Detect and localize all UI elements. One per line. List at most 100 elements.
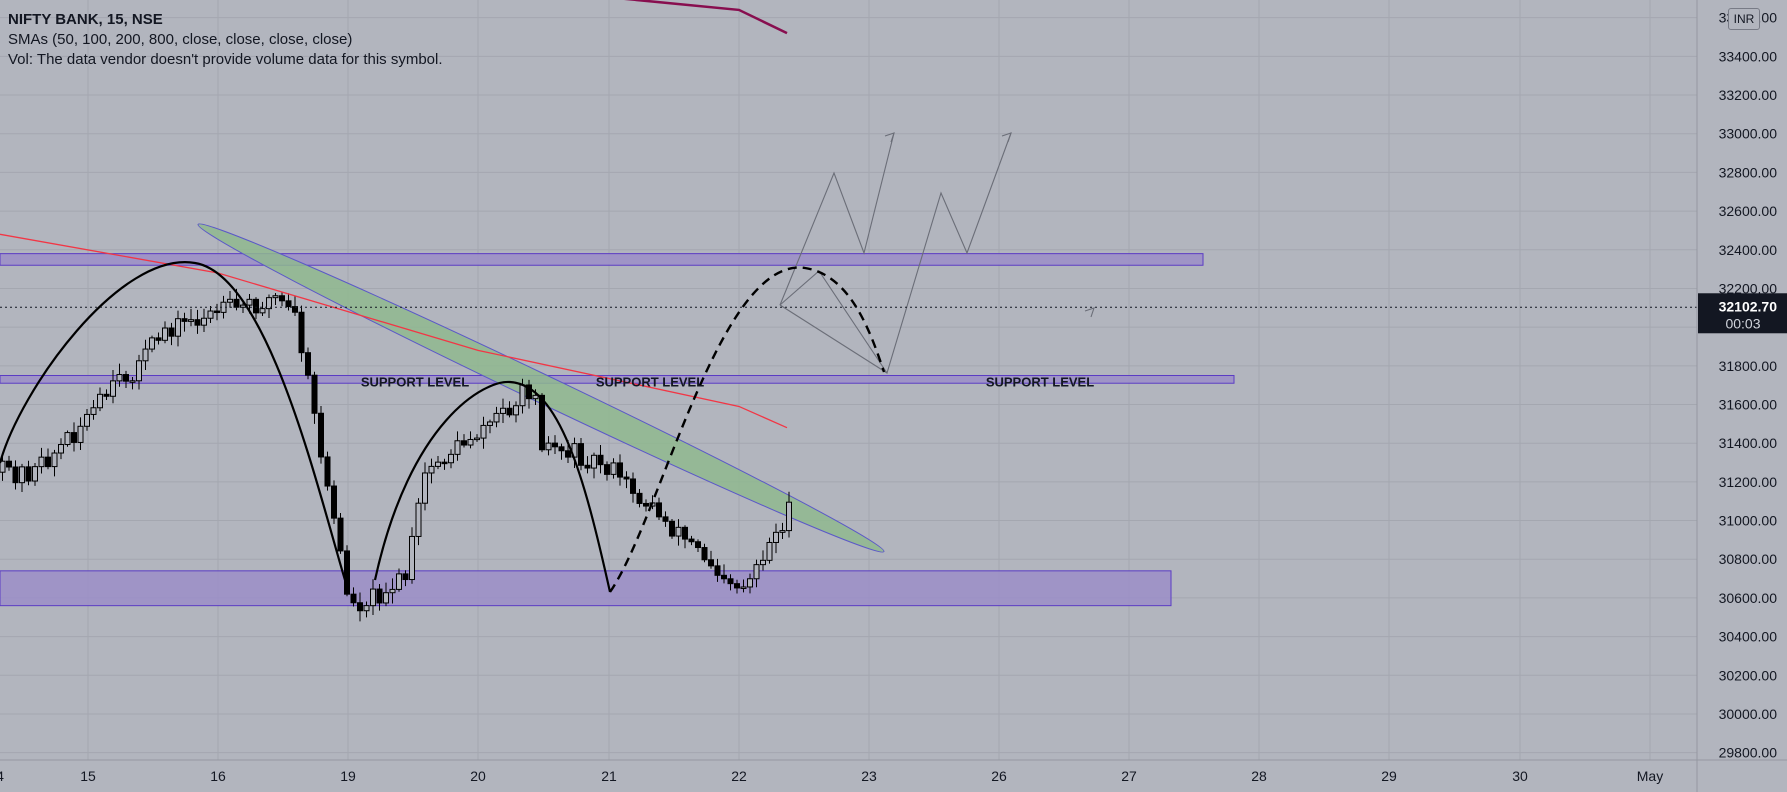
- candle-body: [77, 425, 84, 443]
- support-level-label: SUPPORT LEVEL: [596, 374, 704, 389]
- candle-body: [292, 306, 298, 313]
- candle-body: [136, 360, 142, 382]
- candle-body: [766, 541, 773, 561]
- candle: [500, 398, 506, 424]
- chart-legend: NIFTY BANK, 15, NSE SMAs (50, 100, 200, …: [8, 10, 443, 70]
- arc-middle: [373, 380, 612, 593]
- candle-body: [214, 310, 220, 314]
- price-tick-label: 31000.00: [1719, 513, 1778, 529]
- candle-body: [779, 530, 786, 533]
- candle: [363, 601, 370, 618]
- time-tick-label: 26: [991, 768, 1007, 784]
- candle: [539, 393, 545, 453]
- candle-body: [207, 310, 214, 319]
- candle-body: [370, 588, 376, 607]
- candle: [97, 387, 103, 412]
- time-tick-label: 23: [861, 768, 877, 784]
- candle-body: [311, 374, 318, 414]
- candle: [90, 399, 97, 420]
- price-tick-label: 30400.00: [1719, 629, 1778, 645]
- sma-line: [0, 233, 788, 429]
- candle: [19, 463, 25, 493]
- candle: [292, 295, 298, 317]
- candle-body: [305, 352, 311, 376]
- currency-badge[interactable]: INR: [1728, 8, 1760, 30]
- price-tick-label: 32800.00: [1719, 164, 1778, 180]
- candle: [428, 458, 435, 484]
- candle-body: [168, 327, 175, 337]
- candle-body: [162, 327, 168, 341]
- candle-body: [552, 442, 558, 448]
- candle: [6, 455, 12, 471]
- candle: [591, 452, 597, 479]
- channel-shape: [197, 223, 885, 553]
- candle-body: [103, 393, 110, 397]
- candle-body: [565, 450, 571, 458]
- candle-body: [662, 516, 669, 522]
- candle: [409, 527, 415, 584]
- candle: [448, 449, 454, 469]
- candle-body: [578, 443, 584, 466]
- time-tick-label: 21: [601, 768, 617, 784]
- candle-body: [714, 565, 721, 576]
- candle-body: [428, 465, 435, 474]
- candle-body: [461, 440, 467, 446]
- candle: [136, 354, 142, 390]
- candle-body: [142, 348, 149, 362]
- candle: [51, 449, 58, 477]
- price-tick-label: 31600.00: [1719, 397, 1778, 413]
- pattern-arcs: [0, 261, 886, 593]
- candle-body: [97, 393, 103, 409]
- candle-body: [610, 462, 617, 475]
- candle-body: [500, 407, 506, 414]
- candle: [259, 301, 266, 316]
- price-tick-label: 32400.00: [1719, 242, 1778, 258]
- candle: [623, 471, 630, 489]
- candle: [415, 498, 422, 546]
- support-zones: [0, 253, 1235, 607]
- candle-body: [246, 298, 253, 306]
- candle: [467, 431, 474, 449]
- candle-body: [688, 538, 695, 543]
- projection-paths: [779, 132, 1095, 375]
- candle: [773, 523, 779, 554]
- candle-body: [129, 380, 136, 383]
- candle: [675, 519, 682, 546]
- candle-body: [363, 605, 370, 612]
- candle-body: [259, 308, 266, 314]
- time-tick-label: 19: [340, 768, 356, 784]
- candle-body: [747, 578, 753, 588]
- price-tick-label: 32200.00: [1719, 280, 1778, 296]
- candle: [207, 305, 214, 324]
- candle: [311, 371, 318, 424]
- candle: [493, 406, 500, 428]
- candle-body: [194, 319, 201, 326]
- candle-body: [38, 456, 45, 468]
- candle: [168, 322, 175, 346]
- candle: [578, 437, 584, 471]
- candle: [487, 419, 493, 434]
- candle: [376, 583, 383, 611]
- candle-body: [740, 586, 747, 589]
- candle-body: [350, 593, 357, 604]
- candle: [103, 389, 110, 401]
- candle-body: [337, 517, 344, 552]
- candle-body: [708, 559, 714, 567]
- candle: [708, 550, 714, 569]
- support-zone: [0, 374, 1235, 384]
- candle-body: [45, 456, 51, 468]
- price-tick-label: 30000.00: [1719, 706, 1778, 722]
- candle: [435, 456, 441, 470]
- candle-body: [344, 550, 350, 595]
- candle: [545, 436, 552, 456]
- candle-body: [487, 421, 493, 426]
- symbol-title: NIFTY BANK, 15, NSE: [8, 11, 163, 28]
- candle-body: [448, 453, 454, 464]
- candle: [337, 512, 344, 554]
- candle-body: [188, 319, 194, 322]
- candle-body: [12, 466, 19, 484]
